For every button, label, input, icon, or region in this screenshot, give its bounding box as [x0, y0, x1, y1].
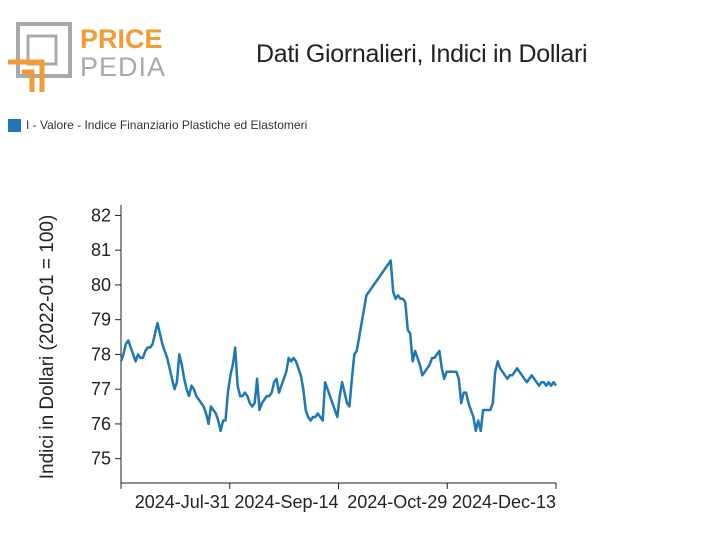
y-tick-label: 80	[91, 275, 111, 295]
logo-text-pedia: PEDIA	[80, 52, 166, 82]
legend: I - Valore - Indice Finanziario Plastich…	[8, 118, 307, 132]
x-tick-label: 2024-Oct-29	[347, 492, 447, 512]
y-tick-label: 78	[91, 344, 111, 364]
y-tick-label: 75	[91, 449, 111, 469]
series-layer	[119, 259, 558, 433]
y-tick-label: 79	[91, 310, 111, 330]
y-tick-label: 81	[91, 240, 111, 260]
y-tick-label: 82	[91, 205, 111, 225]
x-axis: 2024-Jul-31 2024-Sep-14 2024-Oct-29 2024-De…	[120, 482, 557, 512]
y-tick-label: 77	[91, 379, 111, 399]
y-axis-title: Indici in Dollari (2022-01 = 100)	[37, 215, 58, 480]
pricepedia-logo: PRICE PEDIA	[6, 22, 166, 99]
x-tick-label: 2024-Jul-31	[135, 492, 230, 512]
y-tick-label: 76	[91, 414, 111, 434]
logo-text-price: PRICE	[80, 24, 163, 54]
y-axis: 75 76 77 78 79 80 81 82	[91, 205, 122, 483]
x-tick-label: 2024-Dec-13	[452, 492, 556, 512]
chart-title: Dati Giornalieri, Indici in Dollari	[256, 40, 588, 68]
series-line	[119, 259, 558, 433]
logo-mark: PRICE PEDIA	[8, 22, 166, 92]
x-tick-label: 2024-Sep-14	[234, 492, 338, 512]
legend-label: I - Valore - Indice Finanziario Plastich…	[26, 118, 308, 132]
legend-swatch	[8, 118, 21, 132]
